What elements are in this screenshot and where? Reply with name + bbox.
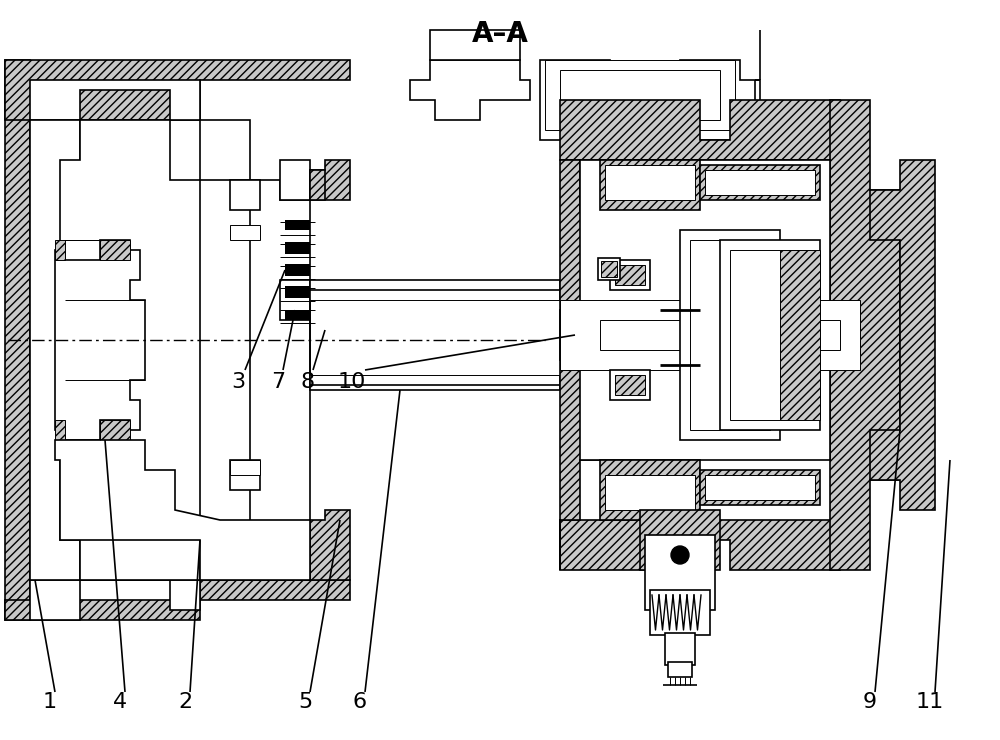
Bar xyxy=(230,460,260,490)
Bar xyxy=(598,258,620,280)
Text: 6: 6 xyxy=(353,692,367,712)
Polygon shape xyxy=(280,160,310,200)
Bar xyxy=(610,260,650,290)
Bar xyxy=(285,242,310,252)
Text: 4: 4 xyxy=(113,692,127,712)
Bar xyxy=(700,165,820,200)
Text: 9: 9 xyxy=(863,692,877,712)
Polygon shape xyxy=(310,510,350,580)
Bar xyxy=(560,70,720,120)
Bar xyxy=(720,240,820,430)
Bar xyxy=(615,375,645,395)
Polygon shape xyxy=(55,420,130,440)
Bar xyxy=(230,460,260,475)
Polygon shape xyxy=(410,60,530,120)
Bar xyxy=(230,225,260,240)
Bar xyxy=(610,370,650,400)
Text: 1: 1 xyxy=(43,692,57,712)
Bar xyxy=(645,535,715,610)
Text: 7: 7 xyxy=(271,372,285,392)
Bar xyxy=(285,264,310,274)
Bar xyxy=(605,165,695,200)
Bar xyxy=(650,590,710,635)
Bar xyxy=(700,470,820,505)
Bar xyxy=(730,250,810,420)
Bar xyxy=(560,300,860,370)
Polygon shape xyxy=(600,460,700,520)
Text: 5: 5 xyxy=(298,692,312,712)
Text: A–A: A–A xyxy=(472,20,528,48)
Bar xyxy=(310,300,560,375)
Polygon shape xyxy=(540,60,760,140)
Bar xyxy=(705,475,815,500)
Bar xyxy=(640,510,720,570)
Bar xyxy=(668,662,692,677)
Bar xyxy=(285,288,310,298)
Polygon shape xyxy=(55,240,145,440)
Bar xyxy=(560,310,860,360)
Polygon shape xyxy=(830,100,900,570)
Bar xyxy=(285,244,310,254)
Text: 3: 3 xyxy=(231,372,245,392)
Polygon shape xyxy=(310,280,560,390)
Polygon shape xyxy=(780,250,820,420)
Polygon shape xyxy=(310,170,325,200)
Bar xyxy=(430,30,520,60)
Text: 10: 10 xyxy=(338,372,366,392)
Bar xyxy=(230,180,260,210)
Bar xyxy=(690,240,770,430)
Bar xyxy=(705,170,815,195)
Bar xyxy=(30,120,80,580)
Bar xyxy=(285,310,310,320)
Polygon shape xyxy=(200,180,250,540)
Bar xyxy=(545,60,735,130)
Polygon shape xyxy=(55,440,310,580)
Polygon shape xyxy=(60,120,310,580)
Bar xyxy=(665,633,695,665)
Text: 8: 8 xyxy=(301,372,315,392)
Circle shape xyxy=(671,546,689,564)
Bar xyxy=(285,286,310,296)
Bar xyxy=(580,160,830,460)
Polygon shape xyxy=(560,160,600,570)
Bar xyxy=(601,261,617,277)
Bar xyxy=(680,230,780,440)
Polygon shape xyxy=(30,580,200,620)
Polygon shape xyxy=(280,280,310,320)
Polygon shape xyxy=(600,160,700,210)
Polygon shape xyxy=(5,60,30,620)
Bar xyxy=(285,266,310,276)
Bar xyxy=(615,265,645,285)
Text: 11: 11 xyxy=(916,692,944,712)
Polygon shape xyxy=(310,160,350,200)
Text: 2: 2 xyxy=(178,692,192,712)
Bar xyxy=(285,220,310,230)
Polygon shape xyxy=(5,580,350,620)
Polygon shape xyxy=(560,100,840,160)
Polygon shape xyxy=(870,160,935,510)
Polygon shape xyxy=(5,60,350,120)
Bar xyxy=(605,475,695,510)
Polygon shape xyxy=(55,240,130,260)
Bar xyxy=(600,320,840,350)
Polygon shape xyxy=(30,80,200,120)
Polygon shape xyxy=(560,520,840,570)
